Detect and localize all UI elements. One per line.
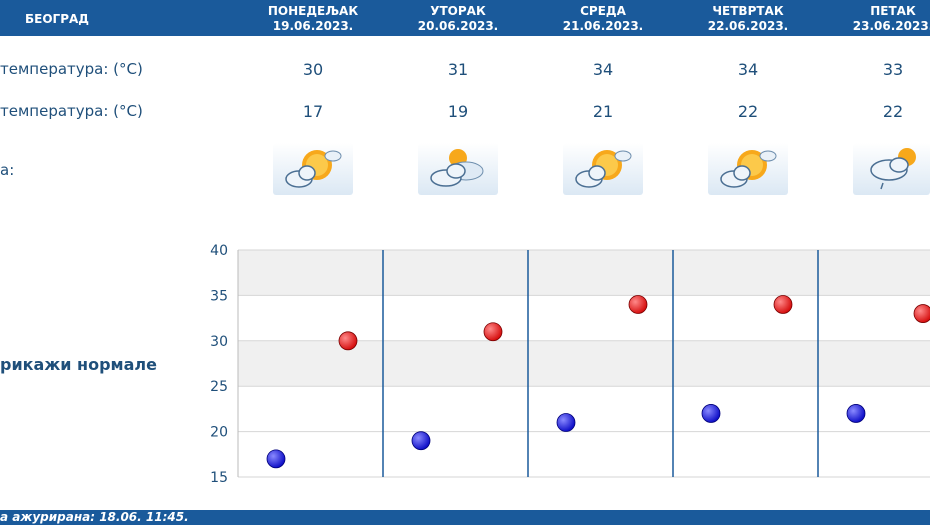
max-temp-value: 33: [882, 60, 904, 79]
max-temp-value: 34: [737, 60, 759, 79]
min-temp-value: 21: [592, 102, 614, 121]
min-temp-value: 22: [882, 102, 904, 121]
y-tick-label: 35: [210, 288, 228, 304]
max-temp-point: [338, 331, 358, 351]
day-header-4: ЧЕТВРТАК 22.06.2023.: [707, 4, 789, 33]
sun-cloud-icon: [563, 143, 643, 195]
min-temp-point: [556, 413, 576, 432]
max-temp-value: 30: [302, 60, 324, 79]
city-name: БЕОГРАД: [25, 12, 89, 26]
min-temp-label: температура: (°C): [0, 102, 143, 120]
max-temp-label: температура: (°C): [0, 60, 143, 78]
max-temp-value: 34: [592, 60, 614, 79]
sun-cloud-icon: [273, 143, 353, 195]
min-temp-value: 19: [447, 102, 469, 121]
y-tick-label: 30: [210, 334, 228, 350]
day-header-2: УТОРАК 20.06.2023.: [417, 4, 499, 33]
chart-band: [238, 431, 930, 477]
y-tick-label: 15: [210, 470, 228, 486]
max-temp-value: 31: [447, 60, 469, 79]
min-temp-point: [846, 404, 866, 423]
day-header-1: ПОНЕДЕЉАК 19.06.2023.: [267, 4, 359, 33]
update-footer: а ажурирана: 18.06. 11:45.: [0, 510, 930, 525]
y-tick-label: 25: [210, 379, 228, 395]
min-temp-value: 17: [302, 102, 324, 121]
min-temp-value: 22: [737, 102, 759, 121]
day-header-5: ПЕТАК 23.06.2023.: [852, 4, 930, 33]
chart-band: [238, 250, 930, 296]
y-tick-label: 40: [210, 243, 228, 259]
last-updated-text: а ажурирана: 18.06. 11:45.: [0, 510, 189, 524]
show-normals-link[interactable]: рикажи нормале: [0, 355, 157, 374]
max-temp-point: [913, 304, 930, 323]
min-temp-point: [266, 449, 286, 469]
cloud-sun-icon: [418, 143, 498, 195]
chart-band: [238, 386, 930, 432]
temperature-chart: 15 20 25 30 35 40: [210, 243, 930, 486]
y-tick-label: 20: [210, 425, 228, 441]
sun-cloud-icon: [708, 143, 788, 195]
min-temp-point: [701, 404, 721, 423]
cloud-rain-icon: [853, 143, 930, 195]
day-header-3: СРЕДА 21.06.2023.: [562, 4, 644, 33]
max-temp-point: [483, 322, 503, 342]
min-temp-point: [411, 431, 431, 451]
max-temp-point: [773, 295, 793, 314]
weather-label: а:: [0, 161, 15, 179]
max-temp-point: [628, 295, 648, 314]
forecast-header: БЕОГРАД ПОНЕДЕЉАК 19.06.2023. УТОРАК 20.06…: [0, 0, 930, 36]
